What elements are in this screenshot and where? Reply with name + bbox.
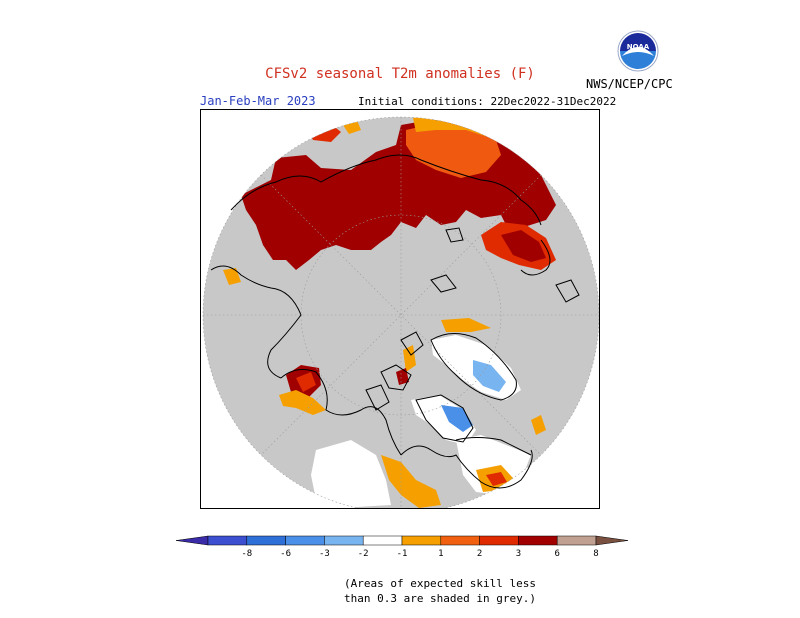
legend-tick-label: 8: [593, 549, 598, 559]
legend-tick-label: -6: [280, 549, 291, 559]
initial-conditions: Initial conditions: 22Dec2022-31Dec2022: [358, 95, 617, 108]
legend-tick-label: 6: [554, 549, 559, 559]
legend-tick-label: -8: [241, 549, 252, 559]
map-title: CFSv2 seasonal T2m anomalies (F): [265, 66, 535, 82]
coastlines: [210, 154, 580, 489]
legend-swatch: [440, 535, 480, 546]
legend-end-low: [176, 535, 209, 546]
legend-swatch: [401, 535, 442, 546]
anomaly-arctic-island-red: [396, 368, 409, 385]
anomaly-greenland-blue: [473, 360, 506, 392]
legend-swatch: [518, 535, 558, 546]
graticule: [202, 116, 599, 508]
color-scale-legend: -8 -6 -3 -2 -1 1 2 3 6 8: [176, 535, 628, 559]
anomaly-usa-white: [311, 440, 391, 508]
legend-swatch: [285, 535, 325, 546]
legend-swatch: [556, 535, 597, 546]
anomaly-map: [200, 109, 600, 509]
legend-tick-label: 2: [477, 549, 482, 559]
skill-note-line1: (Areas of expected skill less: [343, 577, 537, 590]
legend-swatch: [479, 535, 519, 546]
forecast-period: Jan-Feb-Mar 2023: [200, 94, 316, 108]
anomaly-labrador-orange: [531, 415, 546, 435]
anomaly-alaska-orange: [279, 390, 326, 415]
anomaly-canada-white: [411, 395, 476, 445]
anomaly-siberia-red: [406, 122, 501, 178]
legend-swatch: [324, 535, 364, 546]
legend-tick-label: 1: [438, 549, 443, 559]
map-canvas: [202, 116, 599, 508]
legend-tick-label: -1: [397, 549, 408, 559]
legend-tick-label: -3: [319, 549, 330, 559]
anomaly-east-canada-red: [486, 472, 507, 486]
skill-note-line2: than 0.3 are shaded in grey.): [343, 592, 537, 605]
anomaly-alaska-red: [296, 372, 316, 392]
agency-label: NWS/NCEP/CPC: [586, 77, 673, 91]
anomaly-scandinavia-darkred: [501, 230, 546, 262]
legend-swatch: [207, 535, 248, 546]
legend-swatch: [246, 535, 286, 546]
logo-text: NOAA: [627, 43, 650, 51]
skill-note: (Areas of expected skill less than 0.3 a…: [330, 576, 550, 606]
legend-end-high: [595, 535, 628, 546]
anomaly-arctic-island-orange: [403, 345, 416, 372]
anomaly-pacific-orange: [381, 455, 441, 508]
legend-swatch: [362, 535, 403, 546]
anomaly-aleutian-orange: [223, 268, 241, 285]
legend-tick-label: -2: [358, 549, 369, 559]
anomaly-greenland-orange: [441, 318, 491, 332]
legend-tick-label: 3: [516, 549, 521, 559]
noaa-logo-icon: NOAA: [617, 30, 659, 72]
